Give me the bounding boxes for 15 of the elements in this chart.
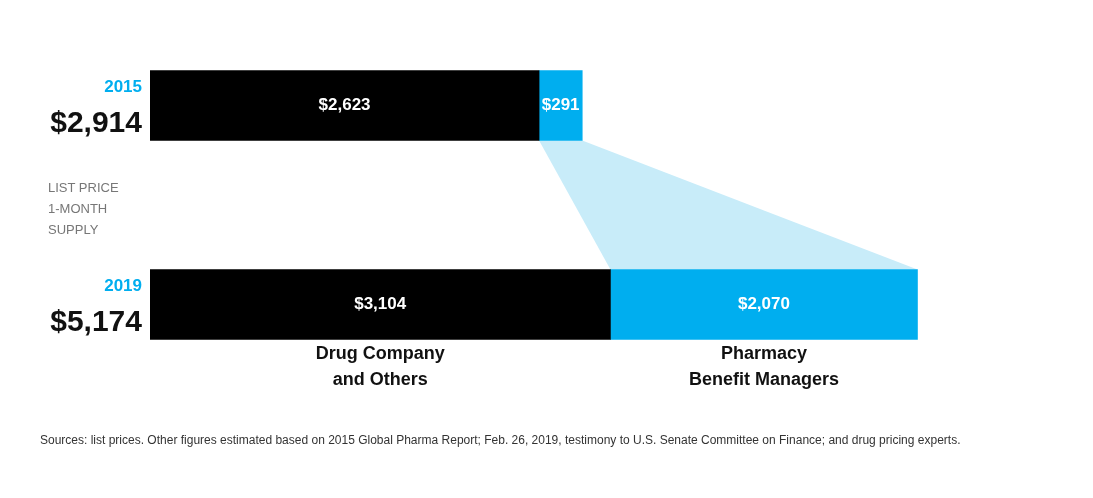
- y-tick-label: 2015: [104, 77, 142, 97]
- bar: [150, 70, 540, 141]
- data-label: $2,070: [737, 294, 790, 314]
- total-label: $5,174: [50, 303, 143, 337]
- data-label: $3,104: [354, 294, 407, 314]
- text: LIST PRICE 1-MONTH SUPPLY: [48, 179, 119, 239]
- series-label: Drug Company and Others: [315, 343, 445, 390]
- bar: [538, 70, 583, 141]
- data-label: $2,623: [318, 95, 371, 115]
- total-label: $2,914: [50, 104, 143, 138]
- y-tick-label: 2019: [104, 276, 142, 296]
- series-label: Pharmacy Benefit Managers: [688, 343, 839, 390]
- source-note: Sources: list prices. Other figures estimated based on 2015 Global Pharma Report; Feb. 26, 2019, testimony to U.S. Senate Committee on Finance; and drug pricing experts.: [40, 432, 962, 449]
- data-label: $291: [541, 95, 580, 115]
- bar: [150, 269, 611, 340]
